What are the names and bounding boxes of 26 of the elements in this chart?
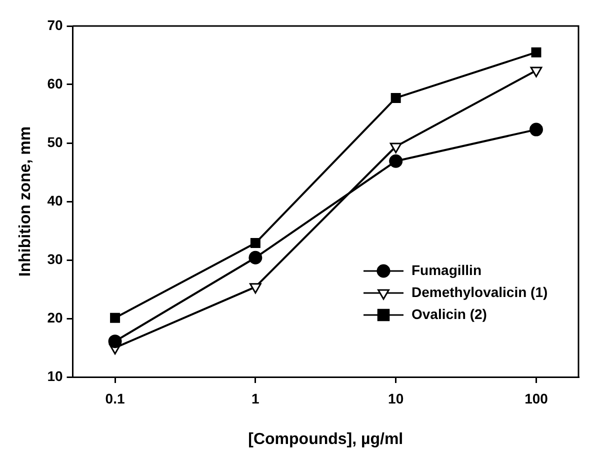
x-tick-label: 100 — [524, 390, 548, 406]
point — [250, 238, 260, 248]
y-tick-label: 70 — [47, 16, 63, 33]
legend-label: Ovalicin (2) — [412, 306, 487, 322]
point — [390, 92, 401, 103]
legend-label: Fumagillin — [412, 262, 482, 278]
y-tick-label: 10 — [47, 368, 63, 384]
point — [108, 334, 122, 348]
legend-label: Demethylovalicin (1) — [412, 284, 548, 300]
y-tick-label: 20 — [47, 309, 63, 326]
x-tick-label: 0.1 — [105, 390, 125, 406]
point — [529, 122, 543, 136]
point — [390, 142, 402, 154]
y-axis-title: Inhibition zone, mm — [17, 126, 34, 277]
x-tick-label: 1 — [252, 390, 260, 406]
point — [531, 47, 542, 58]
point — [249, 283, 262, 294]
y-tick-label: 60 — [47, 75, 63, 92]
point — [110, 312, 120, 323]
x-axis-title: [Compounds], µg/ml — [248, 430, 404, 448]
y-tick-label: 30 — [47, 250, 63, 267]
y-tick-label: 50 — [47, 134, 63, 150]
y-tick-label: 40 — [47, 192, 63, 208]
point — [389, 154, 403, 168]
point — [248, 250, 262, 264]
x-tick-label: 10 — [388, 390, 404, 406]
